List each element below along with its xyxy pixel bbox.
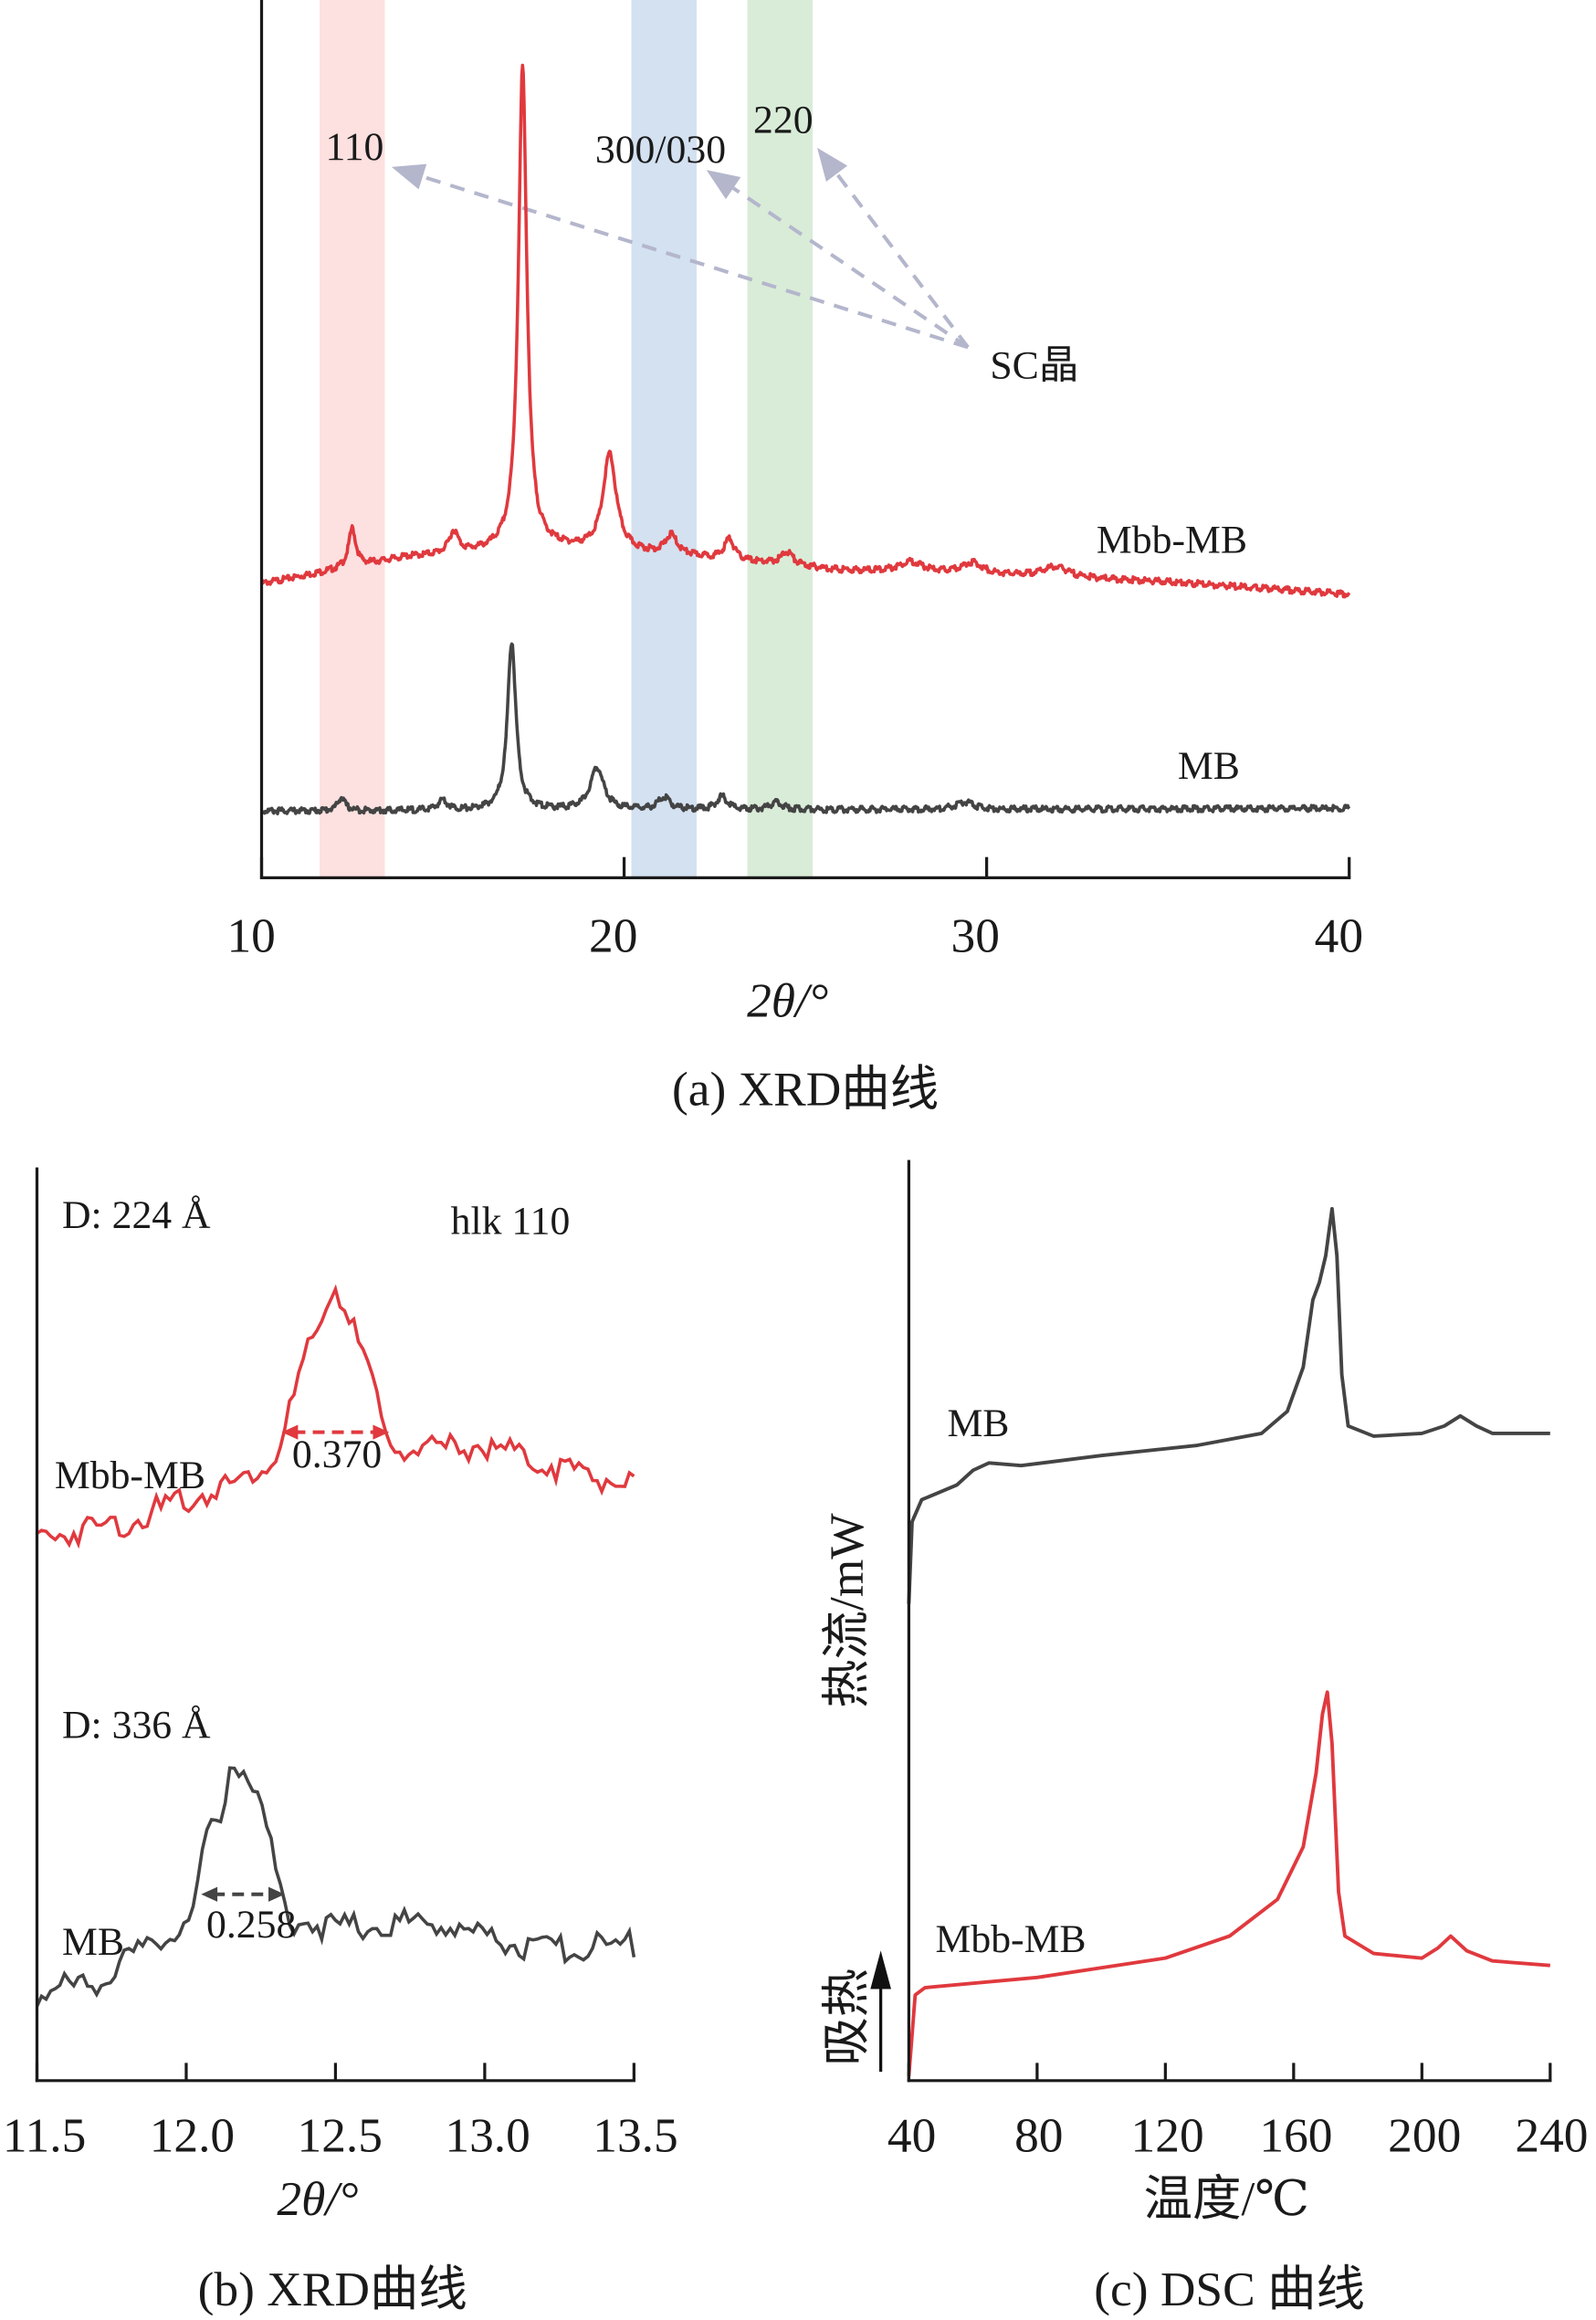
x-axis-label: 2θ/°: [277, 2171, 358, 2226]
arrow-head-icon: [268, 1886, 285, 1902]
arrow-head-icon: [391, 163, 427, 190]
series-label-mb: MB: [947, 1401, 1009, 1445]
x-tick-label: 12.0: [150, 2107, 235, 2162]
d-spacing-mb: D: 336 Å: [62, 1703, 211, 1747]
x-tick-label: 20: [589, 908, 637, 962]
chart-caption: (c) DSC 曲线: [1094, 2262, 1365, 2316]
arrow-head-icon: [870, 1950, 891, 1989]
xrd-chart-b: 11.5 12.0 12.5 13.0 13.5 2θ/° (b) XRD曲线 …: [3, 1167, 678, 2316]
series-line-mb: [907, 1206, 1550, 1604]
arrow-head-icon: [201, 1886, 218, 1902]
x-tick-label: 40: [887, 2107, 936, 2162]
fwhm-label-mbb-mb: 0.370: [292, 1433, 382, 1476]
x-tick-label: 13.0: [445, 2107, 530, 2162]
endotherm-label: 吸热: [819, 1968, 874, 2066]
x-axis-label: 2θ/°: [747, 973, 828, 1028]
x-tick-label: 40: [1315, 908, 1363, 962]
x-tick-label: 12.5: [298, 2107, 383, 2162]
band-110: [320, 0, 385, 878]
d-spacing-mbb-mb: D: 224 Å: [62, 1193, 211, 1237]
arrow-head-icon: [373, 1424, 390, 1440]
fwhm-label-mb: 0.258: [206, 1903, 296, 1947]
peak-label-220: 220: [753, 99, 814, 142]
band-300-030: [631, 0, 697, 878]
x-axis-label: 温度/℃: [1144, 2171, 1309, 2226]
arrow-head-icon: [706, 170, 741, 200]
x-tick-label: 11.5: [3, 2107, 86, 2162]
x-tick-label: 160: [1259, 2107, 1332, 2162]
x-tick-label: 200: [1388, 2107, 1461, 2162]
series-label-mbb-mb: Mbb-MB: [55, 1454, 205, 1497]
x-tick-label: 13.5: [593, 2107, 677, 2162]
chart-caption: (a) XRD曲线: [672, 1062, 939, 1117]
x-tick-label: 120: [1131, 2107, 1204, 2162]
series-label-mb: MB: [1178, 744, 1240, 788]
x-tick-label: 10: [226, 908, 275, 962]
sc-crystal-label: SC晶: [990, 343, 1078, 387]
xrd-chart-a: 10 20 30 40 2θ/° (a) XRD曲线 110 300/030 2…: [226, 0, 1363, 1117]
series-label-mbb-mb: Mbb-MB: [936, 1917, 1087, 1961]
x-tick-label: 80: [1014, 2107, 1063, 2162]
series-label-mb: MB: [62, 1920, 124, 1964]
series-line-mb: [35, 1766, 636, 2008]
arrow-line: [835, 173, 970, 349]
x-tick-label: 240: [1515, 2107, 1588, 2162]
arrow-line: [422, 174, 969, 350]
y-axis-label: 热流/mW: [819, 1513, 874, 1708]
band-220: [747, 0, 814, 878]
chart-caption: (b) XRD曲线: [198, 2262, 467, 2316]
sc-crystal-arrows: [391, 147, 970, 350]
x-tick-label: 30: [951, 908, 1000, 962]
arrow-head-icon: [817, 147, 848, 183]
arrow-head-icon: [281, 1424, 299, 1440]
series-label-mbb-mb: Mbb-MB: [1097, 518, 1247, 562]
peak-label-110: 110: [325, 125, 383, 169]
peak-label-300-030: 300/030: [595, 128, 726, 172]
series-line-mb: [259, 642, 1351, 816]
series-line-mbb-mb: [36, 1284, 635, 1549]
arrow-line: [731, 186, 970, 350]
dsc-chart-c: 40 80 120 160 200 240 温度/℃ (c) DSC 曲线 热流…: [819, 1160, 1588, 2316]
series-line-mbb-mb: [259, 63, 1351, 599]
hkl-label: hlk 110: [451, 1199, 571, 1243]
series-line-mbb-mb: [907, 1690, 1550, 2076]
